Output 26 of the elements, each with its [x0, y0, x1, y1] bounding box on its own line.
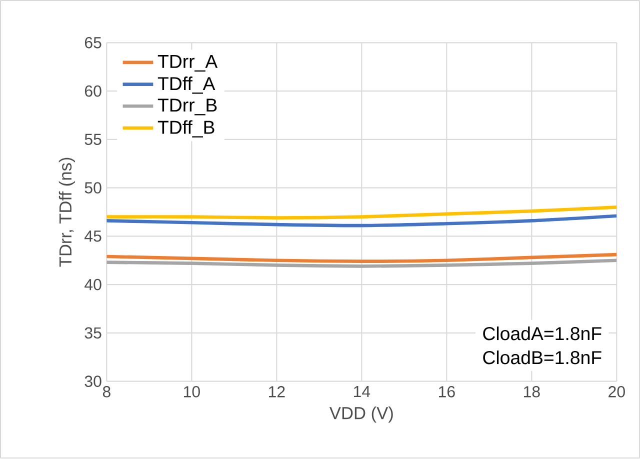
y-tick-label: 50: [84, 182, 102, 194]
x-tick-label: 8: [102, 386, 110, 398]
line-series: [106, 206, 617, 220]
y-tick-label: 65: [84, 37, 102, 48]
legend-label: TDff_A: [158, 76, 216, 94]
annotation: CloadA=1.8nF: [483, 326, 602, 340]
line-series: [106, 214, 617, 228]
y-tick-label: 45: [84, 230, 102, 242]
legend-label: TDff_B: [158, 120, 214, 138]
y-tick-label: 40: [84, 279, 102, 290]
x-tick-label: 10: [184, 386, 200, 398]
y-tick-label: 35: [84, 327, 102, 339]
x-tick-label: 18: [524, 386, 540, 398]
y-tick-label: 30: [84, 376, 102, 388]
y-tick-label: 55: [84, 134, 102, 146]
x-tick-label: 16: [438, 386, 455, 398]
x-tick-label: 20: [608, 386, 625, 398]
x-axis-title: VDD (V): [329, 406, 393, 423]
legend-label: TDrr_B: [158, 98, 217, 116]
x-tick-label: 14: [354, 386, 370, 398]
line-series: [106, 253, 617, 264]
x-tick-label: 12: [268, 386, 285, 398]
y-axis-title: TDrr, TDff (ns): [58, 158, 76, 267]
annotation: CloadB=1.8nF: [483, 350, 602, 364]
y-tick-label: 60: [84, 86, 102, 97]
legend-label: TDrr_A: [158, 55, 218, 72]
